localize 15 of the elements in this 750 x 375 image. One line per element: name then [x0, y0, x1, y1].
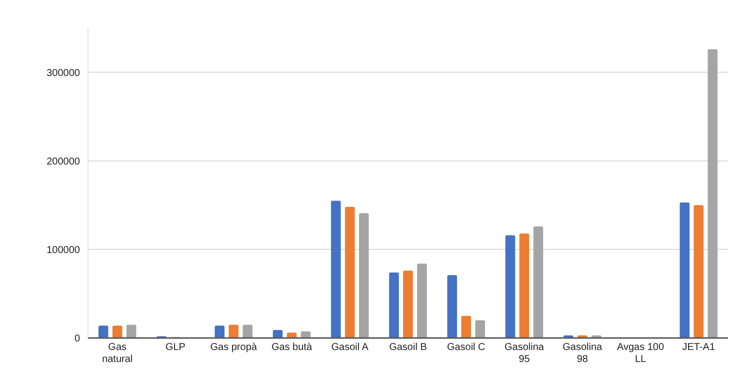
- x-tick-label: Gas natural: [102, 342, 133, 365]
- x-tick-label: Gas butà: [271, 342, 312, 353]
- x-tick-label: JET-A1: [682, 342, 716, 353]
- y-tick-label: 300000: [46, 68, 80, 79]
- x-tick-label: Gas propà: [210, 342, 258, 353]
- x-tick-label: Gasolina 98: [562, 342, 603, 365]
- y-tick-label: 0: [74, 334, 80, 344]
- x-tick-label: Gasoil B: [389, 342, 428, 353]
- x-tick-label: Gasoil C: [446, 342, 486, 353]
- x-tick-label: Avgas 100 LL: [616, 342, 664, 365]
- y-tick-label: 200000: [46, 156, 80, 168]
- x-tick-label: GLP: [165, 342, 186, 353]
- x-tick-label: Gasolina 95: [504, 342, 544, 365]
- x-tick-label: Gasoil A: [331, 342, 369, 353]
- y-tick-label: 100000: [46, 244, 80, 256]
